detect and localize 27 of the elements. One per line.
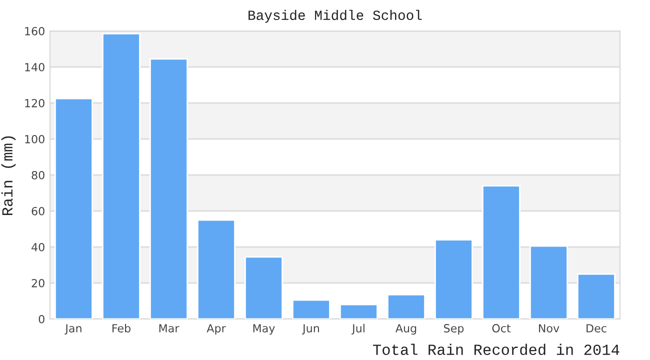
x-tick-label: Nov [538, 324, 560, 332]
x-tick-label: May [253, 324, 275, 335]
x-tick-label: Aug [395, 324, 416, 335]
x-tick-label: Oct [492, 324, 511, 332]
y-tick-label: 120 [25, 98, 44, 108]
x-tick-label: Jan [64, 324, 82, 335]
y-tick-label: 140 [25, 62, 44, 72]
y-tick-label: 0 [38, 314, 44, 324]
x-tick-label: Dec [586, 324, 606, 332]
chart-title: Bayside Middle School [248, 10, 422, 23]
x-tick-label: Jul [351, 324, 364, 335]
y-tick-label: 160 [25, 26, 44, 36]
bar [340, 304, 378, 319]
y-tick-label: 20 [32, 278, 44, 288]
y-tick-label: 80 [32, 170, 44, 180]
y-tick-label: 40 [32, 242, 44, 252]
bar [387, 294, 426, 319]
x-tick-label: Sep [444, 324, 464, 335]
x-tick-label: Mar [159, 324, 180, 332]
y-tick-label: 100 [25, 134, 44, 144]
y-axis-title: Rain (mm) [1, 136, 16, 216]
y-tick-label: 60 [32, 206, 44, 216]
x-axis-title: Total Rain Recorded in 2014 [373, 344, 620, 356]
x-tick-label: Feb [112, 324, 130, 332]
x-tick-label: Apr [206, 324, 226, 335]
bar [292, 299, 330, 319]
x-tick-label: Jun [302, 324, 319, 335]
